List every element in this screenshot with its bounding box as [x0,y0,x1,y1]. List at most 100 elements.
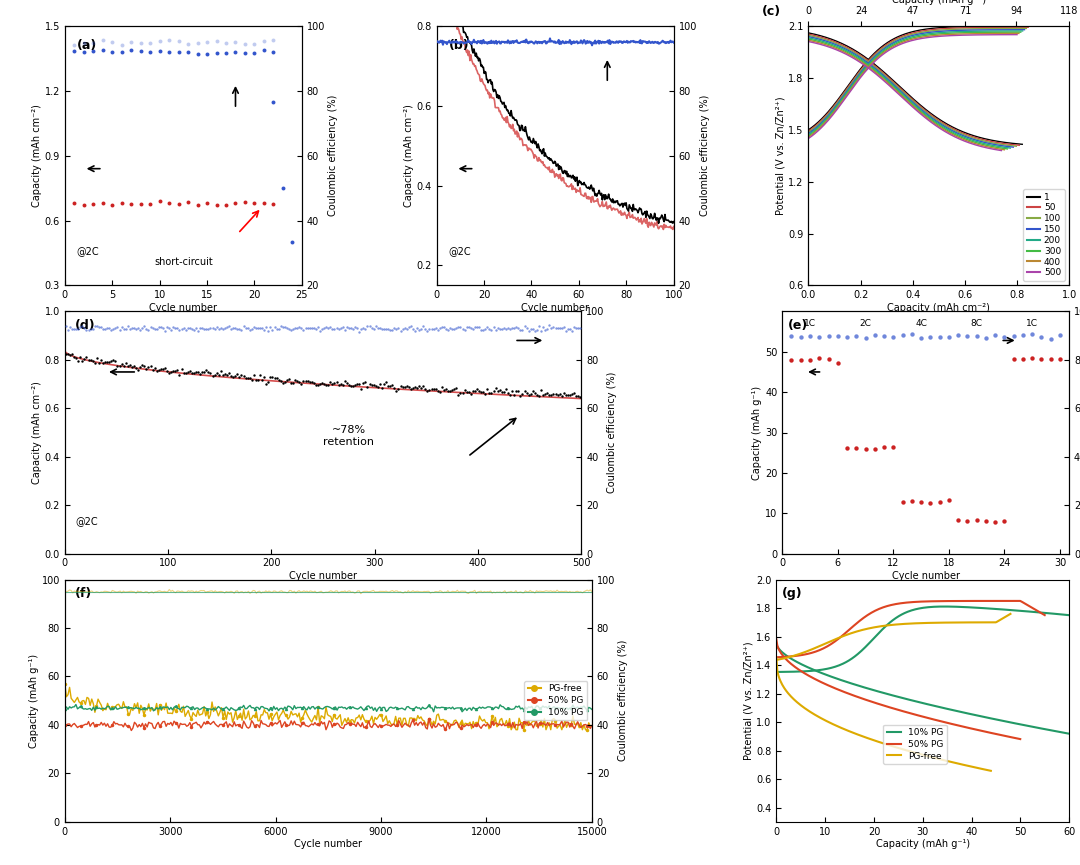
Point [941,330,958,343]
Point [163,365,180,379]
Point [130,363,147,377]
Point [381,380,399,394]
Point [931,330,948,343]
Point [921,496,939,509]
Point [69,354,86,368]
Point [571,390,589,404]
Point [264,323,281,336]
Point [367,379,384,393]
Point [885,330,902,343]
Point [247,321,265,335]
Point [959,514,976,528]
Point [282,323,299,336]
Point [408,381,426,395]
Point [551,388,568,401]
Point [462,321,480,335]
Point [274,182,292,195]
Point [76,352,93,366]
Point [105,323,122,336]
Point [996,514,1013,528]
Y-axis label: Capacity (mAh cm⁻²): Capacity (mAh cm⁻²) [404,105,414,207]
Point [454,323,471,336]
Point [539,322,556,336]
Point [266,371,283,385]
Point [467,320,484,334]
Point [59,347,77,361]
Point [98,321,116,335]
Point [458,385,475,399]
Point [146,323,163,336]
Point [390,382,407,396]
Point [218,320,235,334]
Point [200,365,217,379]
X-axis label: Cycle number: Cycle number [149,303,217,313]
Point [553,321,570,335]
Point [396,381,414,394]
Point [163,324,180,337]
Point [503,321,521,335]
Point [259,324,276,338]
Point [89,319,106,333]
Point [94,356,111,369]
Point [239,371,256,385]
Point [123,361,140,375]
Point [189,365,206,379]
Point [68,322,85,336]
Point [399,322,416,336]
Point [1024,351,1041,365]
Point [399,379,416,393]
Point [351,324,368,338]
Point [214,368,231,382]
Point [104,45,121,59]
Point [148,322,165,336]
Point [557,388,575,402]
Point [96,322,113,336]
Point [80,324,97,337]
Point [514,323,531,336]
Point [297,321,314,335]
Point [225,322,242,336]
Point [328,321,346,335]
Point [524,384,541,398]
Text: @2C: @2C [76,516,98,527]
Point [334,320,351,334]
Point [76,45,93,59]
Point [435,383,453,397]
Point [208,320,226,334]
Point [497,322,514,336]
Point [86,319,104,333]
Point [478,320,496,334]
Point [353,323,370,336]
Text: (g): (g) [782,586,802,599]
Point [440,323,457,336]
Point [510,384,527,398]
Point [94,34,111,48]
Point [150,363,167,377]
Point [237,322,254,336]
Point [564,388,581,401]
Point [419,324,436,338]
Point [195,365,213,379]
Point [168,321,186,335]
Point [306,376,323,390]
Point [427,382,444,396]
Point [392,380,409,394]
Point [315,377,333,391]
Point [361,377,378,391]
Point [968,329,985,343]
Point [297,375,314,388]
Point [324,323,341,336]
Point [931,495,948,509]
Point [307,378,324,392]
Point [342,379,360,393]
Point [537,323,554,336]
Point [417,381,434,395]
Text: short-circuit: short-circuit [154,257,214,266]
Point [322,321,339,335]
Point [144,322,161,336]
Point [270,373,287,387]
Point [211,322,228,336]
Point [913,330,930,344]
Point [941,493,958,507]
Point [227,196,244,210]
